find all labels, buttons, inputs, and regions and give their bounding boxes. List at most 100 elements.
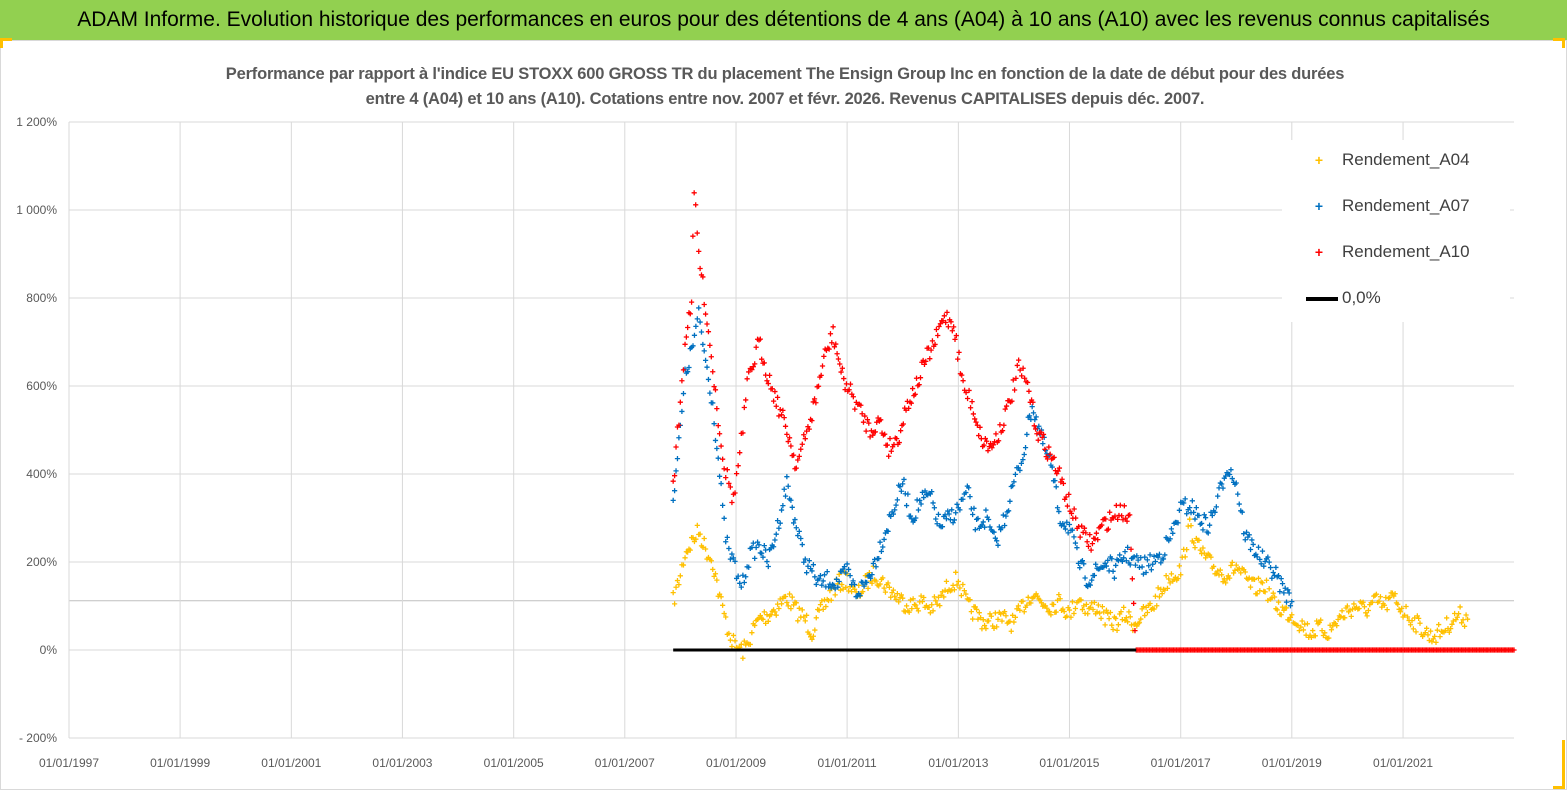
data-point xyxy=(1432,633,1438,639)
data-point xyxy=(716,431,723,437)
data-point xyxy=(1246,575,1252,581)
data-point xyxy=(919,489,926,495)
data-point xyxy=(1176,563,1182,569)
data-point xyxy=(1155,554,1161,560)
data-point xyxy=(1192,516,1198,522)
data-point xyxy=(867,434,873,440)
data-point xyxy=(844,561,850,567)
data-point xyxy=(1094,609,1100,615)
data-point xyxy=(746,369,752,375)
data-point xyxy=(1275,573,1282,579)
data-point xyxy=(850,394,856,400)
data-point xyxy=(778,412,785,418)
data-point xyxy=(723,614,729,620)
data-point xyxy=(806,426,812,432)
data-point xyxy=(1269,575,1275,581)
data-point xyxy=(1064,519,1070,525)
data-point xyxy=(930,500,936,506)
data-point xyxy=(737,580,743,586)
data-point xyxy=(720,602,726,608)
data-point xyxy=(1219,572,1225,578)
data-point xyxy=(1009,612,1016,618)
data-point xyxy=(1158,560,1164,566)
data-point xyxy=(1024,431,1030,438)
data-point xyxy=(1102,622,1108,628)
data-point xyxy=(1079,606,1086,613)
data-point xyxy=(1148,567,1154,573)
data-point xyxy=(1134,553,1140,559)
data-point xyxy=(789,504,795,510)
data-point xyxy=(898,488,904,494)
data-point xyxy=(1140,571,1147,577)
data-point xyxy=(846,387,852,393)
x-tick-label: 01/01/2019 xyxy=(1262,756,1322,770)
data-point xyxy=(1103,516,1109,522)
chart-title-line-1: Performance par rapport à l'indice EU ST… xyxy=(225,65,1345,83)
data-point xyxy=(941,313,947,319)
data-point xyxy=(798,446,804,452)
data-point xyxy=(1077,565,1083,571)
data-point xyxy=(819,582,825,588)
data-point xyxy=(676,435,682,441)
data-point xyxy=(1377,594,1384,600)
x-tick-label: 01/01/2013 xyxy=(928,756,988,770)
data-point xyxy=(1233,480,1239,486)
data-point xyxy=(804,570,810,576)
data-point xyxy=(998,611,1004,617)
data-point xyxy=(832,586,838,592)
data-point xyxy=(885,580,891,586)
data-point xyxy=(721,515,727,521)
data-point xyxy=(1270,590,1276,596)
data-point xyxy=(1223,580,1229,586)
data-point xyxy=(1289,599,1295,605)
x-tick-label: 01/01/2021 xyxy=(1373,756,1433,770)
data-point xyxy=(777,520,783,526)
data-point xyxy=(933,326,940,333)
data-point xyxy=(992,535,998,541)
data-point xyxy=(1030,410,1037,416)
data-point xyxy=(705,329,712,335)
data-point xyxy=(1247,584,1254,590)
data-point xyxy=(1241,531,1247,537)
x-tick-label: 01/01/2011 xyxy=(818,756,877,770)
chart-title: Performance par rapport à l'indice EU ST… xyxy=(120,62,1450,112)
data-point xyxy=(1119,513,1125,519)
data-point xyxy=(816,607,822,613)
data-point xyxy=(1251,576,1258,583)
data-point xyxy=(1335,616,1341,623)
data-point xyxy=(670,497,676,503)
data-point xyxy=(679,378,685,384)
data-point xyxy=(872,556,878,563)
data-point xyxy=(913,515,919,521)
data-point xyxy=(793,525,799,531)
data-point xyxy=(1182,496,1188,502)
data-point xyxy=(994,624,1000,630)
data-point xyxy=(1036,423,1042,429)
data-point xyxy=(923,358,929,364)
data-point xyxy=(1066,607,1073,613)
data-point xyxy=(1099,604,1105,610)
data-point xyxy=(917,497,923,504)
data-point xyxy=(760,554,766,560)
data-point xyxy=(980,617,986,623)
data-point xyxy=(839,581,845,588)
data-point xyxy=(990,442,996,448)
data-point xyxy=(1369,599,1375,605)
data-point xyxy=(1084,539,1090,545)
data-point xyxy=(1024,602,1030,608)
data-point xyxy=(821,353,827,359)
data-point xyxy=(733,471,740,477)
data-point xyxy=(1147,552,1153,558)
data-point xyxy=(967,597,973,603)
x-tick-label: 01/01/1999 xyxy=(150,756,210,770)
data-point xyxy=(1384,607,1390,613)
data-point xyxy=(1239,509,1245,515)
data-point xyxy=(963,389,969,396)
data-point xyxy=(831,344,838,350)
data-point xyxy=(888,448,894,454)
data-point xyxy=(1091,599,1097,606)
data-point xyxy=(836,571,842,578)
data-point xyxy=(768,545,774,551)
data-point xyxy=(834,351,840,357)
data-point xyxy=(953,332,959,339)
